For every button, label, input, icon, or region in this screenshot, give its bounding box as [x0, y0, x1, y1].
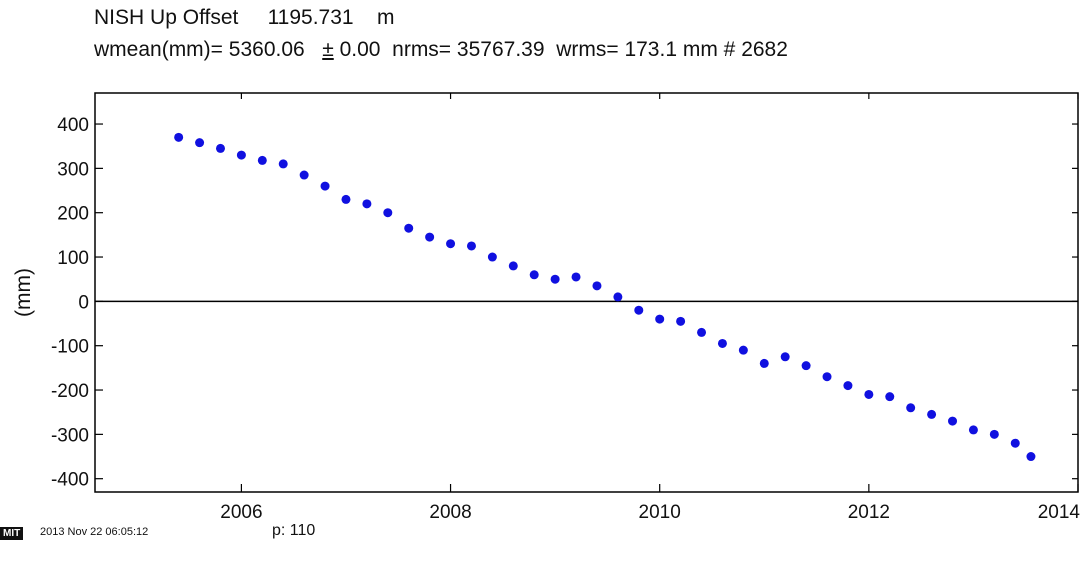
wrms-label: wrms= — [556, 38, 619, 61]
offset-unit: m — [376, 6, 395, 29]
uncertainty-value: 0.00 — [339, 38, 381, 61]
chart-title-line1: NISH Up Offset 1195.731 m — [94, 6, 394, 30]
nrms-label: nrms= — [392, 38, 452, 61]
x-axis-ticks: 2006 2008 2010 2012 2014 — [220, 93, 1080, 520]
data-point — [466, 241, 476, 251]
data-point — [885, 392, 895, 402]
y-tick-label: -200 — [51, 381, 89, 402]
wmean-label: wmean(mm)= — [94, 38, 223, 61]
data-point — [634, 305, 644, 315]
data-point — [676, 316, 686, 326]
data-point — [717, 338, 727, 348]
data-point — [759, 358, 769, 368]
footer-page-number: p: 110 — [272, 522, 316, 539]
wrms-value: 173.1 mm — [624, 38, 718, 61]
plot-frame — [94, 92, 1079, 493]
data-point — [989, 429, 999, 439]
data-points — [174, 132, 1036, 462]
data-point — [236, 150, 246, 160]
data-point — [822, 372, 832, 382]
footer-badge: MIT — [0, 527, 24, 540]
data-point — [425, 232, 435, 242]
y-tick-label: 100 — [57, 248, 89, 269]
x-tick-label: 2012 — [848, 502, 890, 520]
data-point — [906, 403, 916, 413]
x-tick-label: 2010 — [639, 502, 681, 520]
data-point — [1010, 438, 1020, 448]
data-point — [843, 381, 853, 391]
data-point — [592, 281, 602, 291]
wmean-value: 5360.06 — [228, 38, 305, 61]
component-name: Up — [150, 6, 177, 29]
y-tick-label: 0 — [78, 292, 89, 313]
x-tick-label: 2014 — [1038, 502, 1081, 520]
x-tick-label: 2008 — [429, 502, 471, 520]
data-point — [655, 314, 665, 324]
y-tick-label: -300 — [51, 425, 89, 446]
data-point — [215, 143, 225, 153]
data-point — [278, 159, 288, 169]
plus-minus-sign: ± — [322, 38, 334, 61]
y-tick-label: -100 — [51, 337, 89, 358]
y-axis-ticks: 400 300 200 100 0 -100 -200 -300 -400 — [51, 115, 1078, 491]
y-axis-label: (mm) — [12, 268, 35, 317]
nrms-value: 35767.39 — [456, 38, 545, 61]
data-point — [299, 170, 309, 180]
data-point — [508, 261, 518, 271]
data-point — [780, 352, 790, 362]
data-point — [697, 327, 707, 337]
data-point — [864, 389, 874, 399]
y-tick-label: 200 — [57, 204, 89, 225]
y-tick-label: -400 — [51, 470, 89, 491]
data-point — [341, 194, 351, 204]
count-label: # — [723, 38, 736, 61]
chart-title-line2: wmean(mm)= 5360.06 ± 0.00 nrms= 35767.39… — [94, 38, 788, 62]
offset-label: Offset — [182, 6, 239, 29]
footer-timestamp: 2013 Nov 22 06:05:12 — [40, 526, 149, 538]
data-point — [174, 132, 184, 142]
data-point — [968, 425, 978, 435]
data-point — [487, 252, 497, 262]
data-point — [948, 416, 958, 426]
x-tick-label: 2006 — [220, 502, 262, 520]
data-point — [613, 292, 623, 302]
data-point — [383, 208, 393, 218]
y-tick-label: 400 — [57, 115, 89, 136]
data-point — [1026, 452, 1036, 462]
offset-value: 1195.731 — [267, 6, 354, 29]
data-point — [550, 274, 560, 284]
data-point — [362, 199, 372, 209]
data-point — [404, 223, 414, 233]
data-point — [446, 239, 456, 249]
data-point — [738, 345, 748, 355]
data-point — [257, 155, 267, 165]
data-point — [927, 409, 937, 419]
data-point — [320, 181, 330, 191]
count-value: 2682 — [741, 38, 788, 61]
y-tick-label: 300 — [57, 159, 89, 180]
data-point — [529, 270, 539, 280]
station-name: NISH — [94, 6, 145, 29]
data-point — [195, 138, 205, 148]
data-point — [801, 361, 811, 371]
data-point — [571, 272, 581, 282]
